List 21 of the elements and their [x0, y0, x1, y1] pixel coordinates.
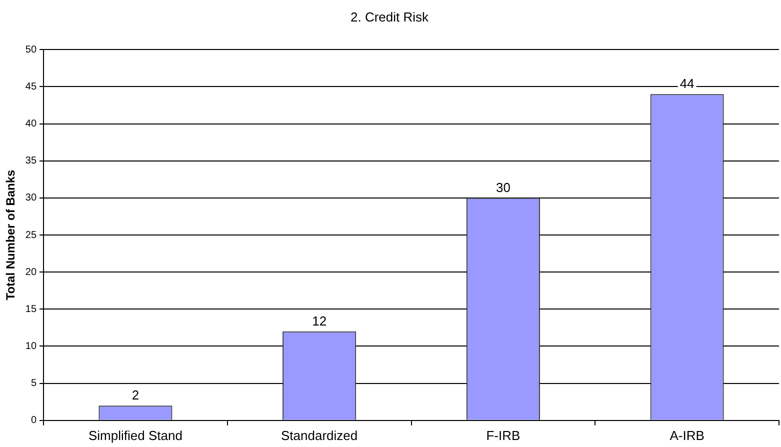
data-label: 30 — [496, 180, 510, 195]
chart-title: 2. Credit Risk — [350, 9, 430, 24]
y-tick-label: 10 — [25, 340, 37, 352]
y-tick-label: 25 — [25, 230, 37, 241]
x-tick-label: Standardized — [281, 428, 358, 443]
y-tick-label: 35 — [25, 156, 37, 167]
y-tick-label: 15 — [25, 304, 37, 315]
y-tick-label: 45 — [25, 81, 37, 92]
data-label: 12 — [312, 313, 327, 328]
y-tick-label: 20 — [25, 266, 37, 278]
y-tick-label: 0 — [30, 415, 37, 426]
y-tick-label: 30 — [25, 192, 37, 204]
data-label: 44 — [680, 76, 694, 92]
data-label: 2 — [132, 388, 140, 403]
y-tick-label: 50 — [25, 44, 37, 56]
y-tick-label: 40 — [25, 118, 37, 130]
x-tick-label: F-IRB — [486, 428, 520, 443]
x-tick-label: Simplified Stand — [88, 428, 182, 443]
y-tick-label: 5 — [30, 378, 37, 390]
x-tick-label: A-IRB — [670, 428, 704, 443]
y-axis-title: Total Number of Banks — [4, 169, 18, 300]
